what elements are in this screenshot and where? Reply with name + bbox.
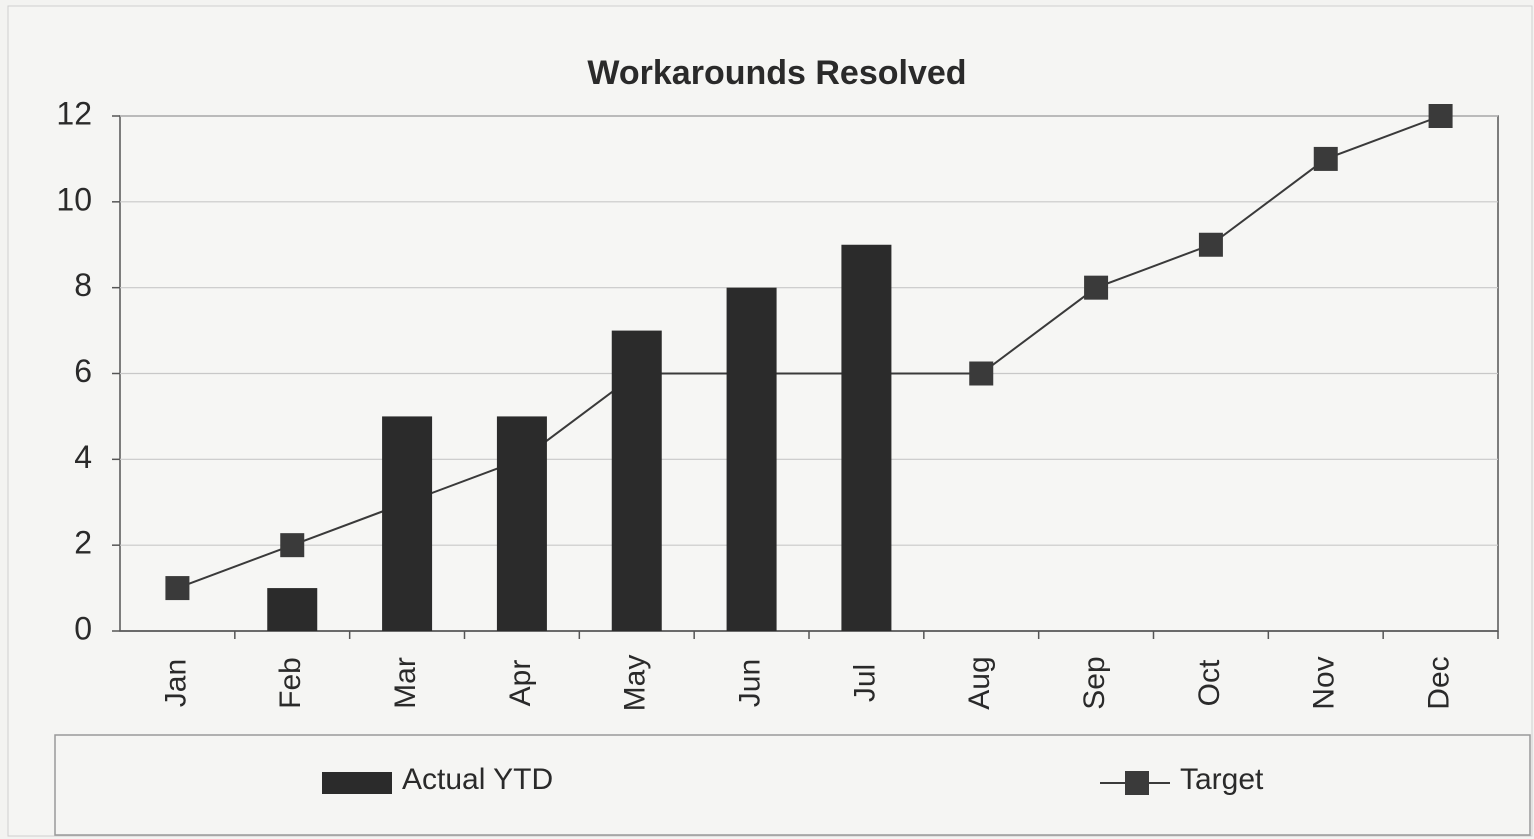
x-tick-label: Apr <box>504 660 537 707</box>
legend-swatch <box>322 772 392 794</box>
legend-box <box>54 734 1531 836</box>
x-tick-label: Dec <box>1423 656 1456 709</box>
legend-label: Actual YTD <box>402 763 553 796</box>
target-marker <box>1313 146 1338 171</box>
target-marker <box>969 361 994 386</box>
legend-label: Target <box>1180 763 1264 796</box>
x-tick-label: Feb <box>274 657 307 709</box>
x-tick-label: Jan <box>159 659 192 707</box>
y-tick-label: 0 <box>74 610 92 646</box>
x-tick-label: May <box>619 655 652 712</box>
y-tick-label: 10 <box>56 181 92 217</box>
x-tick-label: Jul <box>848 664 881 702</box>
target-marker <box>280 533 305 558</box>
bar <box>726 287 777 631</box>
x-tick-label: Aug <box>963 656 996 709</box>
target-marker <box>1198 232 1223 257</box>
target-marker <box>165 576 190 601</box>
bar <box>841 244 892 631</box>
x-tick-label: Oct <box>1193 659 1226 706</box>
target-marker <box>1084 275 1109 300</box>
bar <box>496 416 547 631</box>
x-tick-label: Mar <box>389 657 422 709</box>
y-tick-label: 6 <box>74 353 92 389</box>
y-tick-label: 4 <box>74 439 92 475</box>
bar <box>611 330 662 631</box>
chart-title: Workarounds Resolved <box>587 54 966 92</box>
y-tick-label: 2 <box>74 525 92 561</box>
target-marker <box>1428 104 1453 128</box>
bar <box>267 588 318 631</box>
y-tick-label: 8 <box>74 267 92 303</box>
bar <box>382 416 433 631</box>
x-tick-label: Nov <box>1308 656 1341 709</box>
x-tick-label: Sep <box>1078 656 1111 709</box>
x-tick-label: Jun <box>734 659 767 707</box>
legend-marker <box>1125 771 1149 795</box>
y-tick-label: 12 <box>56 95 92 131</box>
